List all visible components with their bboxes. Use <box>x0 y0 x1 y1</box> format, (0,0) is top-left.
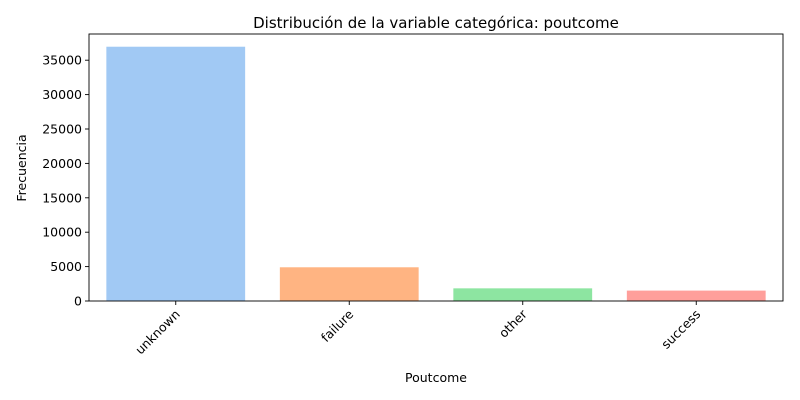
y-tick-label: 0 <box>74 294 82 309</box>
y-tick-label: 25000 <box>42 121 82 136</box>
y-axis-label: Frecuencia <box>14 134 29 201</box>
x-tick-label: other <box>496 306 531 341</box>
y-tick-label: 30000 <box>42 87 82 102</box>
y-tick-label: 35000 <box>42 53 82 68</box>
y-tick-label: 10000 <box>42 225 82 240</box>
y-tick-label: 5000 <box>50 259 82 274</box>
bar-failure <box>279 267 419 301</box>
x-axis: unknown failure other success <box>132 301 703 357</box>
x-tick-label: failure <box>318 306 357 345</box>
bars <box>106 46 766 302</box>
chart-title: Distribución de la variable categórica: … <box>253 14 619 32</box>
y-tick-label: 20000 <box>42 156 82 171</box>
x-tick-label: unknown <box>132 307 183 358</box>
x-tick-label: success <box>658 307 703 352</box>
bar-success <box>626 290 766 301</box>
y-tick-label: 15000 <box>42 190 82 205</box>
bar-unknown <box>106 46 246 302</box>
bar-other <box>453 288 593 301</box>
x-axis-label: Poutcome <box>405 370 467 385</box>
plot-frame <box>88 33 784 302</box>
y-axis: 0 5000 10000 15000 20000 25000 30000 35000 <box>42 53 89 309</box>
